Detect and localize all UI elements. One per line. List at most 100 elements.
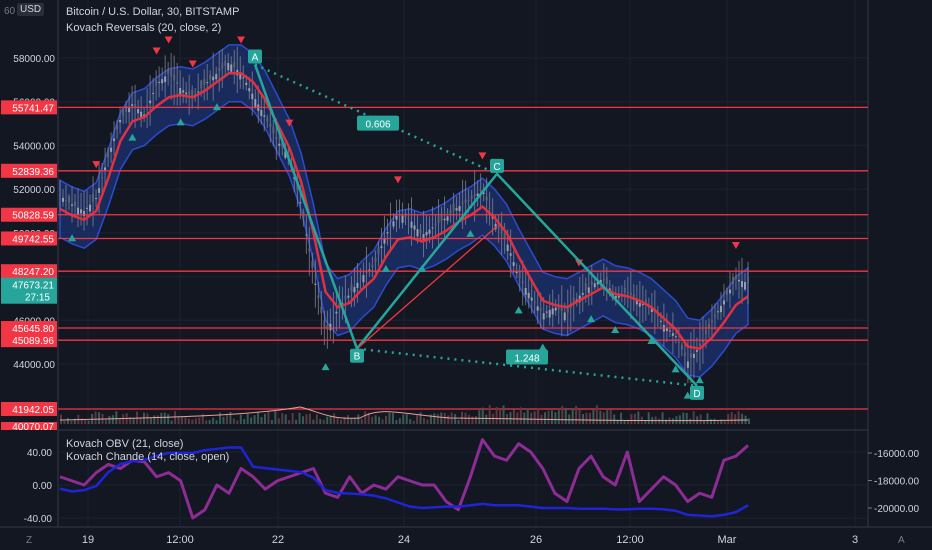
volume-bar	[84, 420, 87, 424]
volume-bar	[267, 411, 270, 424]
volume-bar	[315, 414, 318, 424]
candle-body	[227, 63, 230, 71]
candle-body	[623, 287, 626, 293]
volume-bar	[146, 413, 149, 424]
candle-body	[632, 294, 635, 298]
volume-bar	[132, 417, 135, 424]
volume-bar	[665, 419, 668, 424]
candle-body	[596, 281, 599, 285]
candle-body	[443, 218, 446, 221]
candle-body	[341, 303, 344, 305]
candle-body	[458, 205, 461, 212]
currency-badge[interactable]: USD	[17, 3, 45, 16]
volume-bar	[630, 414, 633, 424]
candle-body	[650, 307, 653, 312]
volume-bar	[139, 417, 142, 424]
candle-body	[269, 123, 272, 128]
buy-marker	[68, 234, 77, 242]
candle-body	[635, 300, 638, 305]
volume-bar	[516, 412, 519, 424]
price-level-label: 49742.55	[12, 234, 54, 245]
candle-body	[191, 89, 194, 97]
candle-body	[440, 214, 443, 221]
candle-body	[218, 68, 221, 72]
volume-bar	[737, 411, 740, 424]
candle-body	[77, 207, 80, 215]
chande-axis-tick: -40.00	[24, 514, 53, 525]
volume-bar	[405, 414, 408, 424]
volume-bar	[734, 414, 737, 424]
volume-bar	[63, 420, 66, 424]
candle-body	[737, 279, 740, 282]
volume-bar	[378, 416, 381, 424]
volume-bar	[153, 415, 156, 424]
candle-body	[305, 234, 308, 236]
candle-body	[692, 353, 695, 359]
candle-body	[224, 60, 227, 66]
auto-scale-button[interactable]: A	[898, 535, 905, 546]
time-axis-tick: 22	[272, 534, 284, 546]
zoom-button[interactable]: Z	[26, 535, 33, 546]
candle-body	[704, 329, 707, 335]
candle-body	[728, 289, 731, 294]
volume-bar	[550, 410, 553, 424]
volume-bar	[236, 420, 239, 424]
volume-bar	[364, 411, 367, 424]
buy-marker	[321, 363, 330, 371]
pattern-point-label: A	[252, 53, 259, 64]
candle-body	[203, 79, 206, 85]
volume-bar	[723, 420, 726, 424]
volume-bar	[488, 405, 491, 424]
volume-bar	[340, 419, 343, 424]
obv-legend[interactable]: Kovach OBV (21, close)	[66, 438, 184, 450]
candle-body	[239, 72, 242, 80]
volume-bar	[80, 418, 83, 424]
candle-body	[104, 167, 107, 171]
candle-body	[86, 207, 89, 209]
symbol-legend[interactable]: Bitcoin / U.S. Dollar, 30, BITSTAMP	[66, 6, 240, 18]
volume-bar	[433, 413, 436, 424]
chande-line	[59, 438, 749, 520]
candle-body	[137, 109, 140, 114]
chande-legend[interactable]: Kovach Chande (14, close, open)	[66, 451, 230, 463]
candle-body	[344, 296, 347, 300]
volume-bar	[346, 415, 349, 424]
candle-body	[329, 323, 332, 331]
candle-body	[410, 221, 413, 228]
time-axis-tick: 26	[530, 534, 542, 546]
candle-body	[713, 314, 716, 317]
volume-bar	[599, 410, 602, 424]
volume-bar	[658, 418, 661, 424]
sell-marker	[237, 36, 246, 44]
indicator-legend[interactable]: Kovach Reversals (20, close, 2)	[66, 22, 222, 34]
volume-bar	[637, 411, 640, 424]
candle-body	[416, 229, 419, 237]
volume-bar	[402, 414, 405, 424]
candle-body	[686, 361, 689, 368]
candle-body	[368, 269, 371, 272]
candle-body	[128, 108, 131, 113]
volume-bar	[212, 417, 215, 424]
candle-body	[656, 312, 659, 317]
volume-bar	[509, 412, 512, 424]
volume-bar	[716, 420, 719, 424]
volume-bar	[471, 416, 474, 424]
candle-body	[710, 320, 713, 323]
candle-body	[446, 216, 449, 221]
candle-body	[92, 194, 95, 202]
volume-bar	[523, 412, 526, 424]
candle-body	[377, 247, 380, 254]
candle-body	[731, 277, 734, 285]
sell-marker	[188, 60, 197, 68]
volume-bar	[115, 411, 118, 424]
countdown-label: 27:15	[25, 293, 50, 304]
volume-bar	[703, 420, 706, 424]
volume-bar	[225, 414, 228, 424]
candle-body	[62, 197, 65, 202]
volume-bar	[187, 418, 190, 424]
volume-bar	[284, 414, 287, 424]
volume-bar	[692, 411, 695, 424]
volume-bar	[443, 413, 446, 424]
candle-body	[74, 201, 77, 207]
